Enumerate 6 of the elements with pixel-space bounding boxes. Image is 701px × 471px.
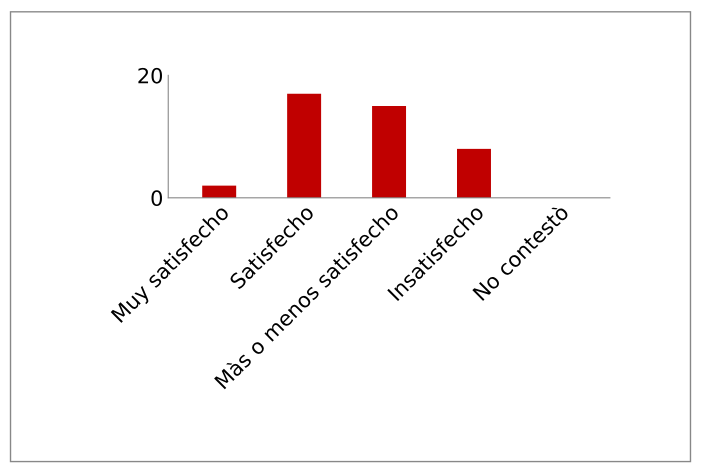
bar [287,94,322,198]
y-tick-label: 20 [138,68,162,84]
y-tick-label: 0 [151,190,162,206]
bar [457,148,491,198]
bar [372,106,406,198]
bar [202,186,236,198]
